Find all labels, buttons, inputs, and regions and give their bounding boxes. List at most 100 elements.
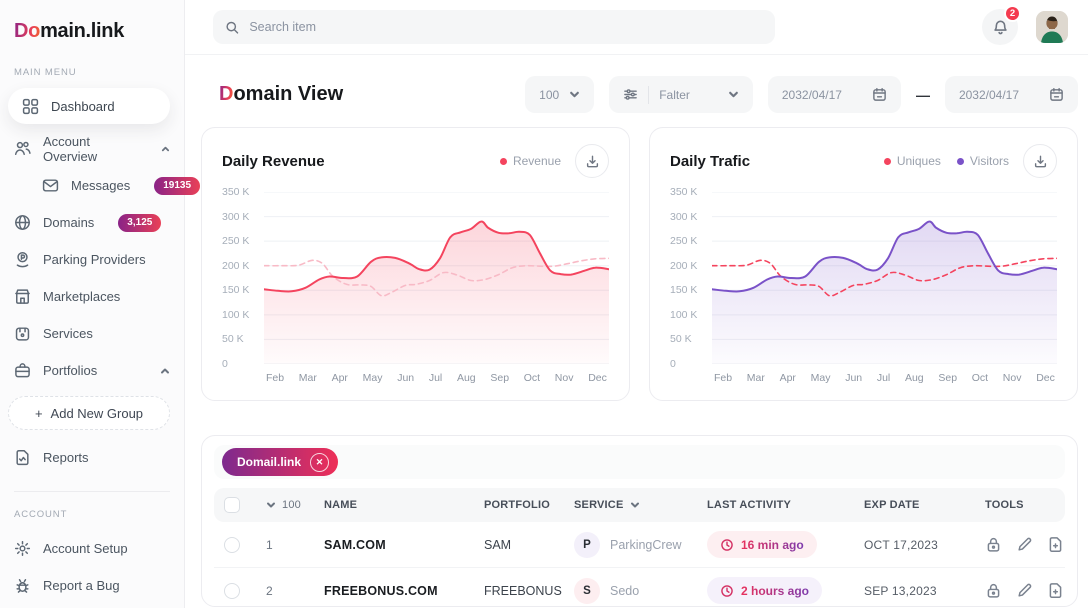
chevron-up-icon[interactable]: [161, 144, 170, 154]
x-axis-label: Nov: [1002, 372, 1022, 384]
sidebar-item-label: Services: [43, 326, 93, 341]
download-chart-button[interactable]: [1023, 144, 1057, 178]
x-axis-label: Jun: [397, 372, 415, 384]
select-all-checkbox[interactable]: [224, 497, 240, 513]
table-header-row: 100 NAME PORTFOLIO SERVICE LAST ACTIVITY…: [214, 488, 1065, 522]
daily-revenue-chart-card: Daily Revenue Revenue 350 K 300 K 250 K 200…: [201, 127, 630, 401]
portfolio-name: FREEBONUS: [484, 583, 562, 598]
portfolio-name: SAM: [484, 537, 512, 552]
row-tools: [985, 582, 1077, 599]
x-axis-label: Apr: [779, 372, 796, 384]
filter-dropdown[interactable]: Falter: [609, 76, 753, 113]
date-from-value: 2032/04/17: [781, 87, 842, 102]
pencil-icon: [1018, 583, 1032, 597]
date-range-separator: —: [915, 86, 930, 103]
bug-icon: [16, 579, 29, 593]
sidebar-divider: [14, 491, 170, 492]
sidebar-item-report-a-bug[interactable]: Report a Bug: [0, 567, 184, 604]
exp-date: SEP 13,2023: [864, 583, 937, 598]
x-axis-label: Jul: [876, 372, 891, 384]
gear-icon: [14, 540, 31, 557]
legend-dot: [499, 157, 507, 165]
chart-title: Daily Trafic: [670, 152, 751, 170]
remove-filter-tag-button[interactable]: ✕: [310, 452, 330, 472]
lock-button[interactable]: [985, 582, 1002, 599]
clock-icon: [721, 538, 733, 551]
revenue-line-chart: [264, 192, 609, 364]
page-title: Domain View: [219, 83, 343, 106]
x-axis-label: Feb: [266, 372, 285, 384]
y-axis-label: 50 K: [222, 333, 244, 346]
column-header-count: 100: [282, 499, 301, 511]
sidebar-item-reports[interactable]: Reports: [0, 439, 184, 476]
sidebar-item-dashboard[interactable]: Dashboard: [8, 88, 170, 124]
sidebar-item-domains[interactable]: Domains 3,125: [0, 204, 184, 241]
sidebar-item-label: Domains: [43, 215, 95, 230]
sidebar-item-messages[interactable]: Messages 19135: [0, 167, 201, 204]
sidebar-item-label: Account Setup: [43, 541, 128, 556]
bell-icon: [993, 20, 1007, 34]
date-to-picker[interactable]: 2032/04/17: [944, 76, 1078, 113]
calendar-icon: [873, 87, 886, 101]
search-input[interactable]: [249, 20, 763, 34]
sidebar-item-label: Messages: [71, 178, 131, 193]
services-box-icon: [15, 327, 30, 341]
edit-button[interactable]: [1016, 536, 1033, 553]
service-initial-chip: S: [574, 577, 600, 604]
download-chart-button[interactable]: [575, 144, 609, 178]
row-checkbox[interactable]: [224, 536, 240, 553]
legend-item-visitors[interactable]: Visitors: [956, 154, 1009, 168]
legend-item-revenue[interactable]: Revenue: [499, 154, 561, 168]
x-axis-label: Oct: [523, 372, 541, 384]
dashboard-icon: [22, 98, 39, 114]
globe-icon: [15, 215, 30, 230]
row-checkbox[interactable]: [224, 582, 240, 599]
domain-name: FREEBONUS.COM: [324, 583, 438, 598]
sidebar: Domain.link MAIN MENU Dashboard Account …: [0, 0, 201, 608]
table-filter-bar: Domail.link ✕: [214, 445, 1065, 479]
sidebar-item-marketplaces[interactable]: Marketplaces: [0, 278, 184, 315]
clock-icon: [721, 584, 733, 597]
add-file-button[interactable]: [1047, 536, 1064, 553]
sidebar-item-portfolios[interactable]: Portfolios: [0, 352, 184, 389]
add-new-group-button[interactable]: + Add New Group: [8, 396, 170, 430]
plus-icon: +: [34, 405, 43, 421]
last-activity-text: 2 hours ago: [741, 583, 810, 598]
page-header: Domain View 100 Falter 2032/04/17: [201, 76, 1078, 113]
page-size-select[interactable]: 100: [525, 76, 595, 113]
chevron-up-icon[interactable]: [160, 366, 170, 376]
file-plus-icon: [1049, 583, 1062, 599]
lock-button[interactable]: [985, 536, 1002, 553]
date-from-picker[interactable]: 2032/04/17: [767, 76, 901, 113]
sidebar-item-parking-providers[interactable]: Parking Providers: [0, 241, 184, 278]
add-new-group-label: Add New Group: [50, 405, 144, 421]
sidebar-item-label: Dashboard: [51, 98, 115, 114]
parking-icon: [16, 251, 29, 268]
edit-button[interactable]: [1016, 582, 1033, 599]
x-axis-label: Oct: [971, 372, 989, 384]
y-axis: 350 K 300 K 250 K 200 K 150 K 100 K 50 K 0: [222, 186, 264, 370]
sidebar-item-account-setup[interactable]: Account Setup: [0, 530, 184, 567]
y-axis-label: 150 K: [222, 284, 250, 297]
sidebar-item-label: Marketplaces: [43, 289, 121, 304]
column-header-name: NAME: [324, 499, 358, 511]
chevron-down-icon[interactable]: [266, 500, 276, 510]
chevron-down-icon[interactable]: [630, 500, 640, 510]
sidebar-item-account-overview[interactable]: Account Overview: [0, 130, 184, 167]
legend-item-uniques[interactable]: Uniques: [883, 154, 941, 168]
y-axis-label: 350 K: [670, 186, 698, 198]
filter-tag-label: Domail.link: [237, 455, 302, 469]
add-file-button[interactable]: [1047, 582, 1064, 599]
y-axis-label: 250 K: [222, 235, 250, 248]
page-title-accent: D: [219, 83, 234, 105]
x-axis-label: Mar: [298, 372, 317, 384]
service-name: ParkingCrew: [610, 537, 682, 552]
notifications-button[interactable]: 2: [982, 5, 1021, 45]
app-logo: Domain.link: [0, 14, 184, 65]
lock-icon: [987, 583, 1000, 598]
sidebar-item-services[interactable]: Services: [0, 315, 184, 352]
content: Domain View 100 Falter 2032/04/17: [185, 55, 1088, 607]
user-avatar[interactable]: [1036, 11, 1068, 43]
main-menu-section-label: MAIN MENU: [14, 67, 77, 78]
domain-name: SAM.COM: [324, 537, 386, 552]
